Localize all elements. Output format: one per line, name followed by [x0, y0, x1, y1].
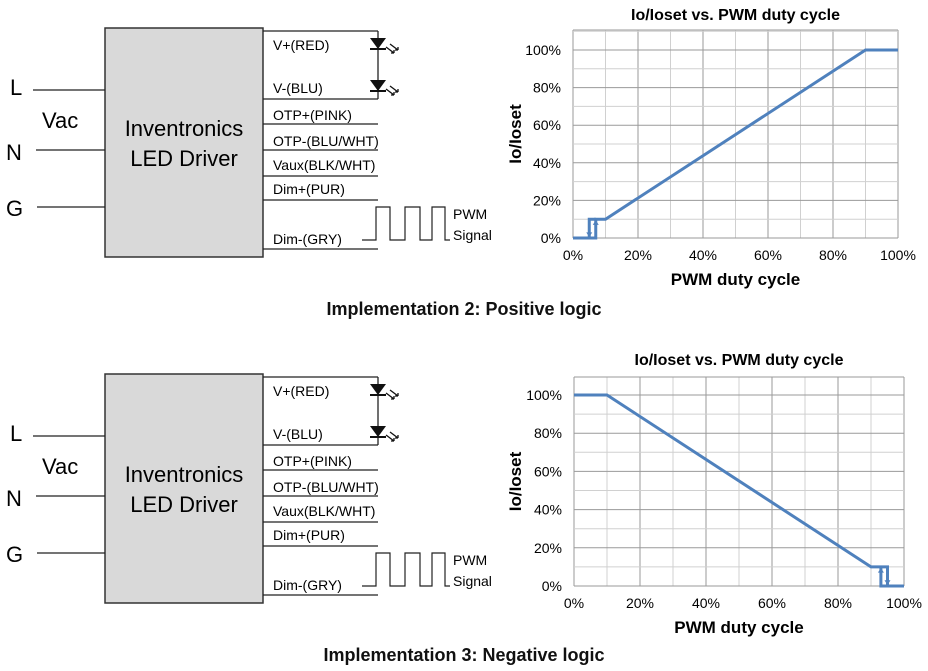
arrow-up-icon — [877, 567, 884, 573]
caption-implementation-3: Implementation 3: Negative logic — [323, 645, 605, 665]
signal-label: Signal — [453, 573, 492, 589]
x-tick-label: 20% — [624, 247, 652, 263]
wire-label: OTP-(BLU/WHT) — [273, 133, 379, 149]
light-emission-arrows-icon — [385, 389, 399, 400]
y-tick-label: 100% — [526, 387, 562, 403]
wire-label: V+(RED) — [273, 383, 329, 399]
y-tick-label: 60% — [534, 463, 562, 479]
input-label-G: G — [6, 196, 23, 221]
x-tick-label: 40% — [689, 247, 717, 263]
y-axis-label: Io/Ioset — [506, 451, 525, 511]
led-icon — [370, 426, 386, 437]
x-tick-label: 60% — [754, 247, 782, 263]
chart-1: 0% 20% 40% 60% 80% 100% 0% 20% 40% 60% 80% 100% Io/I… — [506, 7, 916, 289]
x-tick-label: 80% — [824, 595, 852, 611]
driver-label-line2: LED Driver — [130, 146, 238, 171]
x-tick-label: 0% — [564, 595, 584, 611]
input-label-N: N — [6, 486, 22, 511]
driver-label-line1: Inventronics — [125, 116, 244, 141]
x-tick-label: 60% — [758, 595, 786, 611]
led-icon — [370, 38, 386, 49]
input-label-N: N — [6, 140, 22, 165]
wire-label: Vaux(BLK/WHT) — [273, 157, 375, 173]
wire-label: OTP+(PINK) — [273, 107, 352, 123]
y-tick-label: 80% — [533, 80, 561, 96]
chart-2: 0% 20% 40% 60% 80% 100% 0% 20% 40% 60% 80% 100% Io/I… — [506, 352, 922, 637]
wiring-diagram-2: Inventronics LED Driver L N G Vac V+(RED) V-(BL… — [6, 27, 492, 258]
led-icon — [370, 80, 386, 91]
y-tick-label: 60% — [533, 117, 561, 133]
x-tick-label: 100% — [880, 247, 916, 263]
led-driver-box — [104, 373, 264, 604]
x-tick-label: 40% — [692, 595, 720, 611]
y-tick-label: 20% — [534, 540, 562, 556]
wire-label: V-(BLU) — [273, 426, 323, 442]
wire-label: Vaux(BLK/WHT) — [273, 503, 375, 519]
chart-title: Io/Ioset vs. PWM duty cycle — [635, 352, 844, 369]
pwm-waveform — [362, 206, 450, 241]
arrow-up-icon — [592, 220, 599, 225]
driver-label-line2: LED Driver — [130, 492, 238, 517]
x-tick-label: 0% — [563, 247, 583, 263]
x-axis-label: PWM duty cycle — [671, 270, 800, 289]
wire-label: OTP-(BLU/WHT) — [273, 479, 379, 495]
y-tick-label: 0% — [542, 578, 562, 594]
x-tick-label: 80% — [819, 247, 847, 263]
input-label-L: L — [10, 421, 22, 446]
led-icon — [370, 384, 386, 395]
caption-implementation-2: Implementation 2: Positive logic — [326, 299, 602, 319]
y-tick-label: 40% — [534, 502, 562, 518]
series-line — [574, 393, 904, 588]
x-axis-label: PWM duty cycle — [674, 618, 803, 637]
y-axis-label: Io/Ioset — [506, 104, 525, 164]
y-tick-label: 80% — [534, 425, 562, 441]
vac-label: Vac — [42, 454, 78, 479]
x-tick-label: 100% — [886, 595, 922, 611]
input-label-L: L — [10, 75, 22, 100]
wire-label: Dim+(PUR) — [273, 181, 345, 197]
wire-label: V-(BLU) — [273, 80, 323, 96]
hysteresis-line — [879, 566, 888, 588]
wire-label: Dim-(GRY) — [273, 231, 342, 247]
light-emission-arrows-icon — [385, 43, 399, 54]
y-tick-label: 20% — [533, 192, 561, 208]
wiring-diagram-3: Inventronics LED Driver L N G Vac V+(RED) V-(BL… — [6, 373, 492, 604]
wire-label: V+(RED) — [273, 37, 329, 53]
driver-label-line1: Inventronics — [125, 462, 244, 487]
x-tick-label: 20% — [626, 595, 654, 611]
light-emission-arrows-icon — [385, 431, 399, 442]
signal-label: Signal — [453, 227, 492, 243]
series-line — [573, 48, 898, 240]
wire-label: Dim-(GRY) — [273, 577, 342, 593]
input-label-G: G — [6, 542, 23, 567]
arrow-down-icon — [586, 232, 593, 238]
arrow-down-icon — [884, 580, 891, 586]
wire-label: OTP+(PINK) — [273, 453, 352, 469]
y-tick-label: 100% — [525, 42, 561, 58]
wire-label: Dim+(PUR) — [273, 527, 345, 543]
light-emission-arrows-icon — [385, 85, 399, 96]
hysteresis-line — [587, 217, 596, 238]
y-tick-label: 0% — [541, 230, 561, 246]
pwm-waveform — [362, 552, 450, 587]
vac-label: Vac — [42, 108, 78, 133]
chart-title: Io/Ioset vs. PWM duty cycle — [631, 7, 840, 24]
pwm-label: PWM — [453, 552, 487, 568]
pwm-label: PWM — [453, 206, 487, 222]
y-tick-label: 40% — [533, 155, 561, 171]
led-driver-box — [104, 27, 264, 258]
